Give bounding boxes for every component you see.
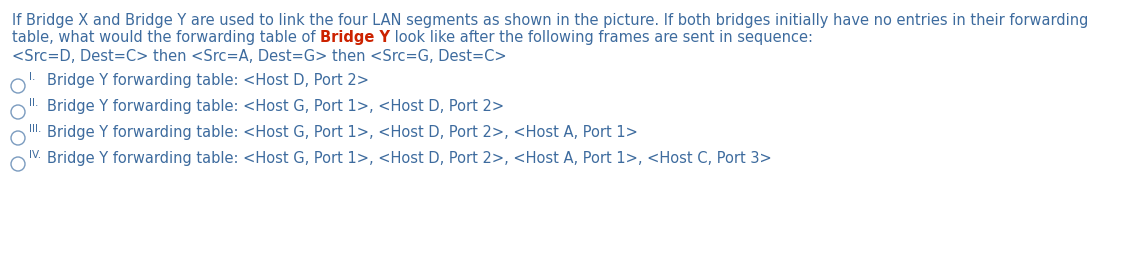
Text: If Bridge X and Bridge Y are used to link the four LAN segments as shown in the : If Bridge X and Bridge Y are used to lin… bbox=[11, 13, 1089, 28]
Text: Bridge Y forwarding table: <Host G, Port 1>, <Host D, Port 2>, <Host A, Port 1>: Bridge Y forwarding table: <Host G, Port… bbox=[47, 125, 638, 140]
Text: Bridge Y: Bridge Y bbox=[320, 30, 390, 45]
Text: table, what would the forwarding table of: table, what would the forwarding table o… bbox=[11, 30, 320, 45]
Text: Bridge Y forwarding table: <Host D, Port 2>: Bridge Y forwarding table: <Host D, Port… bbox=[47, 73, 369, 88]
Text: II.: II. bbox=[29, 98, 38, 108]
Text: III.: III. bbox=[29, 124, 41, 134]
Text: <Src=D, Dest=C> then <Src=A, Dest=G> then <Src=G, Dest=C>: <Src=D, Dest=C> then <Src=A, Dest=G> the… bbox=[11, 49, 507, 64]
Text: look like after the following frames are sent in sequence:: look like after the following frames are… bbox=[390, 30, 814, 45]
Text: Bridge Y forwarding table: <Host G, Port 1>, <Host D, Port 2>: Bridge Y forwarding table: <Host G, Port… bbox=[47, 99, 504, 114]
Text: Bridge Y forwarding table: <Host G, Port 1>, <Host D, Port 2>, <Host A, Port 1>,: Bridge Y forwarding table: <Host G, Port… bbox=[47, 151, 771, 166]
Text: I.: I. bbox=[29, 72, 36, 82]
Text: IV.: IV. bbox=[29, 150, 41, 160]
